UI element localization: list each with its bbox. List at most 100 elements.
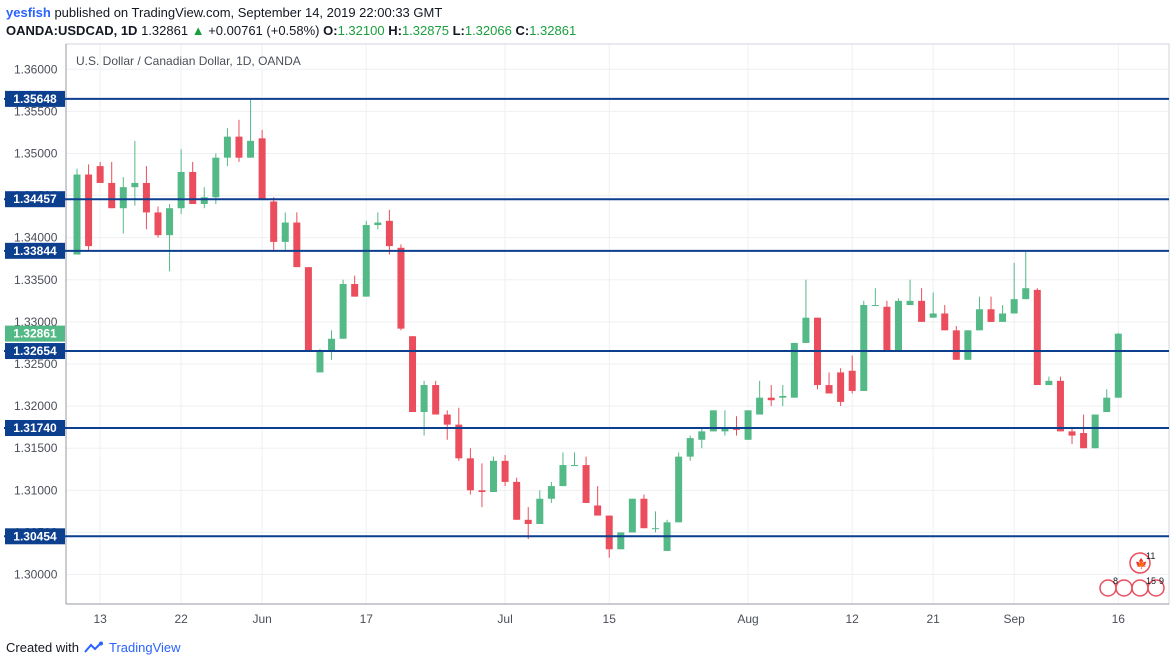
- time-axis[interactable]: 13 22 Jun 17 Jul 15 Aug 12 21 Sep 16: [93, 612, 1125, 626]
- svg-text:8: 8: [1113, 576, 1118, 586]
- open-label: O:: [323, 23, 338, 38]
- candle-body: [154, 212, 162, 236]
- candle-body: [871, 305, 879, 307]
- candle-body: [675, 456, 683, 523]
- open-value: 1.32100: [337, 23, 385, 38]
- candles[interactable]: [73, 98, 1122, 558]
- candle-body: [351, 284, 359, 297]
- svg-text:🍁: 🍁: [1135, 557, 1147, 570]
- price-tick-label: 1.31000: [14, 483, 58, 497]
- level-label: 1.34457: [13, 192, 57, 206]
- author-name[interactable]: yesfish: [6, 5, 51, 20]
- candle-body: [640, 498, 648, 529]
- horizontal-levels[interactable]: 1.35648 1.34457 1.33844 1.32654 1.31740 1.304…: [4, 90, 1169, 545]
- candle-body: [466, 458, 474, 491]
- candle-body: [825, 385, 833, 394]
- candle-body: [478, 490, 486, 492]
- low-value: 1.32066: [464, 23, 512, 38]
- time-tick-label: Aug: [737, 612, 758, 626]
- candle-body: [501, 460, 509, 482]
- close-label: C:: [515, 23, 530, 38]
- candle-body: [339, 284, 347, 339]
- candle-body: [848, 370, 856, 391]
- candle-body: [1114, 333, 1122, 398]
- level-badge: [5, 528, 65, 545]
- candle-body: [1045, 380, 1053, 386]
- candle-body: [1022, 288, 1030, 300]
- level-label: 1.32654: [13, 344, 57, 358]
- price-axis[interactable]: 1.360001.355001.350001.345001.340001.335…: [14, 62, 58, 581]
- level-label: 1.33844: [13, 244, 57, 258]
- candle-body: [582, 465, 590, 503]
- time-tick-label: 16: [1112, 612, 1126, 626]
- candle-body: [432, 385, 440, 415]
- svg-text:15: 15: [1146, 576, 1156, 586]
- close-value: 1.32861: [529, 23, 577, 38]
- candle-body: [652, 528, 659, 530]
- candle-body: [108, 182, 116, 209]
- price-tick-label: 1.32000: [14, 399, 58, 413]
- candle-body: [293, 222, 301, 268]
- candle-body: [1080, 433, 1088, 449]
- price-tick-label: 1.30000: [14, 568, 58, 582]
- high-value: 1.32875: [401, 23, 449, 38]
- candle-body: [906, 300, 914, 306]
- candle-body: [513, 481, 521, 520]
- candle-body: [1033, 289, 1041, 386]
- candle-body: [605, 515, 613, 550]
- candle-body: [559, 465, 567, 487]
- tradingview-brand-link[interactable]: TradingView: [108, 640, 181, 655]
- last-price-marker: 1.32861: [5, 325, 65, 342]
- candle-body: [779, 396, 787, 398]
- candle-body: [594, 505, 602, 516]
- time-tick-label: 13: [93, 612, 107, 626]
- ohlc-line: OANDA:USDCAD, 1D 1.32861 ▲ +0.00761 (+0.…: [6, 22, 576, 40]
- candle-body: [698, 431, 706, 440]
- events-icon[interactable]: 🍁 11 8 15 9: [1099, 551, 1165, 597]
- candle-body: [894, 300, 902, 352]
- created-with-label: Created with: [6, 640, 79, 655]
- candle-body: [999, 313, 1007, 322]
- price-tick-label: 1.36000: [14, 62, 58, 76]
- candle-body: [316, 351, 324, 373]
- candle-body: [235, 136, 243, 158]
- price-tick-label: 1.35000: [14, 146, 58, 160]
- chart-title: U.S. Dollar / Canadian Dollar, 1D, OANDA: [76, 54, 301, 68]
- candle-body: [767, 397, 775, 401]
- time-tick-label: Jun: [252, 612, 271, 626]
- time-tick-label: 21: [927, 612, 941, 626]
- last-price-badge: [5, 325, 65, 342]
- candle-body: [975, 309, 983, 331]
- high-label: H:: [388, 23, 402, 38]
- time-tick-label: 17: [360, 612, 374, 626]
- candle-body: [524, 519, 532, 524]
- candle-body: [732, 428, 740, 430]
- candle-body: [536, 498, 544, 524]
- candle-body: [1068, 431, 1076, 436]
- candle-body: [374, 222, 382, 226]
- change-value: +0.00761 (+0.58%): [208, 23, 320, 38]
- price-tick-label: 1.34000: [14, 231, 58, 245]
- candle-body: [131, 182, 139, 188]
- price-tick-label: 1.33000: [14, 315, 58, 329]
- candle-body: [142, 182, 150, 213]
- candle-body: [837, 372, 845, 402]
- candle-body: [918, 300, 926, 322]
- svg-text:11: 11: [1146, 551, 1155, 561]
- candle-body: [987, 309, 995, 322]
- candle-body: [212, 157, 220, 198]
- level-badge: [5, 343, 65, 360]
- candle-body: [744, 410, 752, 440]
- low-label: L:: [452, 23, 465, 38]
- candle-body: [883, 306, 891, 352]
- candle-body: [617, 532, 625, 550]
- candle-body: [709, 410, 717, 432]
- price-tick-label: 1.33500: [14, 273, 58, 287]
- candle-body: [328, 338, 336, 352]
- candle-body: [443, 414, 451, 425]
- candle-body: [571, 465, 579, 467]
- candle-body: [362, 225, 370, 297]
- candle-body: [166, 208, 174, 236]
- tradingview-logo-icon: [84, 641, 103, 653]
